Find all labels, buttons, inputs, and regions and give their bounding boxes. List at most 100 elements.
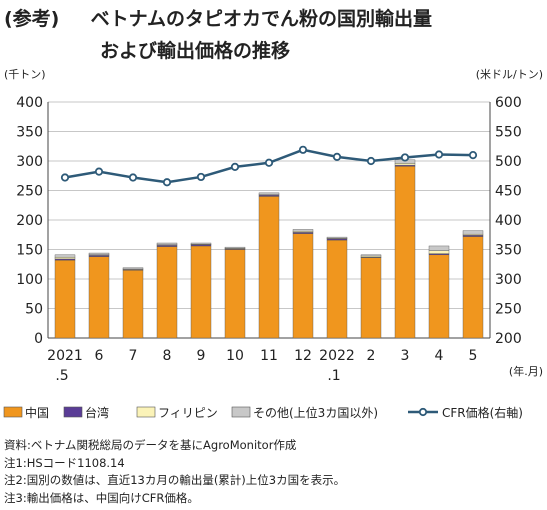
cfr-price-point (366, 156, 376, 166)
legend-label-3: その他(上位3カ国以外) (253, 405, 378, 420)
note-2: 注2:国別の数値は、直近13カ月の輸出量(累計)上位3カ国を表示。 (4, 473, 346, 487)
x-tick-label: 8 (163, 348, 172, 364)
note-3: 注3:輸出価格は、中国向けCFR価格。 (4, 490, 199, 505)
bar-segment-3 (190, 242, 212, 245)
legend-swatch-1 (63, 406, 83, 418)
y-tick-left: 50 (25, 302, 43, 318)
legend-label-1: 台湾 (85, 405, 109, 420)
bar-segment-3 (258, 192, 280, 195)
legend-line-marker (418, 407, 428, 417)
y-tick-right: 350 (495, 243, 522, 259)
y-tick-left: 350 (16, 125, 43, 141)
y-tick-left: 300 (16, 154, 43, 170)
bar-segment-0 (88, 256, 110, 339)
bar-segment-0 (54, 259, 76, 339)
cfr-price-point (434, 150, 444, 159)
bar-segment-0 (326, 239, 348, 339)
legend-label-line: CFR価格(右軸) (442, 405, 523, 420)
bar-segment-0 (122, 269, 144, 339)
bar-segment-3 (428, 245, 450, 251)
bar-segment-3 (462, 230, 484, 235)
y-tick-left: 200 (16, 213, 43, 229)
x-tick-label: 10 (226, 348, 244, 364)
bar-segment-0 (360, 257, 382, 339)
bar-segment-0 (258, 196, 280, 339)
x-tick-label: 9 (197, 348, 206, 364)
y-tick-right: 600 (495, 95, 522, 111)
bar-segment-2 (54, 256, 76, 260)
bar-segment-0 (292, 233, 314, 339)
cfr-price-point (400, 153, 410, 162)
bar-segment-3 (326, 236, 348, 239)
bar-segment-3 (54, 254, 76, 258)
bar-segment-2 (394, 163, 416, 166)
x-tick-label: 6 (95, 348, 104, 364)
legend-label-2: フィリピン (158, 406, 218, 420)
cfr-price-point (264, 158, 274, 167)
y-tick-left: 150 (16, 243, 43, 259)
x-tick-label: 7 (129, 348, 138, 364)
y-tick-left: 100 (16, 272, 43, 288)
y-tick-right: 200 (495, 331, 522, 347)
cfr-price-point (196, 172, 206, 182)
x-tick-label: 2022 (319, 348, 355, 364)
bar-segment-0 (462, 236, 484, 339)
y-axis-right-label: (米ドル/トン) (476, 68, 543, 81)
x-tick-label: .5 (55, 368, 68, 384)
y-tick-left: 0 (34, 331, 43, 347)
bar-segment-0 (156, 246, 178, 339)
x-tick-label: 2 (367, 348, 376, 364)
y-tick-right: 250 (495, 302, 522, 318)
y-tick-right: 550 (495, 125, 522, 141)
cfr-price-point (298, 145, 308, 154)
x-tick-label: 3 (401, 348, 410, 364)
title-text-line1: ベトナムのタピオカでん粉の国別輸出量 (90, 8, 433, 30)
notes: 資料:ベトナム関税総局のデータを基にAgroMonitor作成 注1:HSコード… (4, 437, 345, 507)
cfr-price-point (230, 162, 240, 171)
bar-segment-3 (156, 242, 178, 245)
cfr-price-point (128, 173, 138, 182)
legend: 中国 台湾 フィリピン その他(上位3カ国以外) CFR価格(右軸) (3, 405, 523, 420)
y-tick-left: 400 (16, 95, 43, 111)
cfr-price-point (468, 151, 478, 160)
note-source: 資料:ベトナム関税総局のデータを基にAgroMonitor作成 (4, 438, 297, 452)
bar-segment-0 (394, 166, 416, 339)
x-tick-label: 2021 (47, 348, 83, 364)
cfr-price-point (162, 178, 172, 187)
y-tick-right: 450 (495, 184, 522, 200)
x-tick-label: 5 (469, 348, 478, 364)
y-tick-left: 250 (16, 184, 43, 200)
legend-label-0: 中国 (25, 405, 49, 420)
chart-area: (千トン) (米ドル/トン) (年.月) 0 200 50 250 100 300 150 3… (3, 68, 543, 420)
chart-title-line2: および輸出価格の推移 (100, 40, 291, 62)
legend-swatch-0 (3, 406, 23, 418)
chart-title-line1: (参考) ベトナムのタピオカでん粉の国別輸出量 (4, 4, 432, 31)
x-tick-label: 12 (294, 348, 312, 364)
title-prefix: (参考) (4, 8, 60, 30)
legend-swatch-3 (231, 406, 251, 418)
cfr-price-point (60, 173, 70, 182)
cfr-price-point (94, 167, 104, 176)
bar-segment-3 (122, 267, 144, 270)
y-tick-right: 400 (495, 213, 522, 229)
bar-segment-0 (428, 254, 450, 339)
note-1: 注1:HSコード1108.14 (4, 455, 125, 470)
y-tick-right: 500 (495, 154, 522, 170)
y-tick-right: 300 (495, 272, 522, 288)
bar-segment-3 (360, 254, 382, 257)
legend-swatch-2 (136, 406, 156, 418)
cfr-price-point (332, 152, 342, 161)
cfr-price-line (60, 145, 478, 187)
bar-segment-3 (292, 229, 314, 232)
y-ticks: 0 200 50 250 100 300 150 350 200 400 250 450 300 500 3… (16, 95, 521, 347)
bar-segment-3 (88, 252, 110, 256)
x-tick-label: 4 (435, 348, 444, 364)
y-axis-left-label: (千トン) (4, 68, 46, 81)
bars (54, 159, 484, 339)
bar-segment-0 (224, 249, 246, 339)
bar-segment-2 (428, 250, 450, 254)
x-ticks: 2021 .5 6 7 8 9 10 11 12 2022 .1 2 3 4 5 (47, 348, 477, 384)
x-tick-label: 11 (260, 348, 278, 364)
x-axis-unit-label: (年.月) (509, 364, 543, 378)
bar-segment-0 (190, 245, 212, 339)
